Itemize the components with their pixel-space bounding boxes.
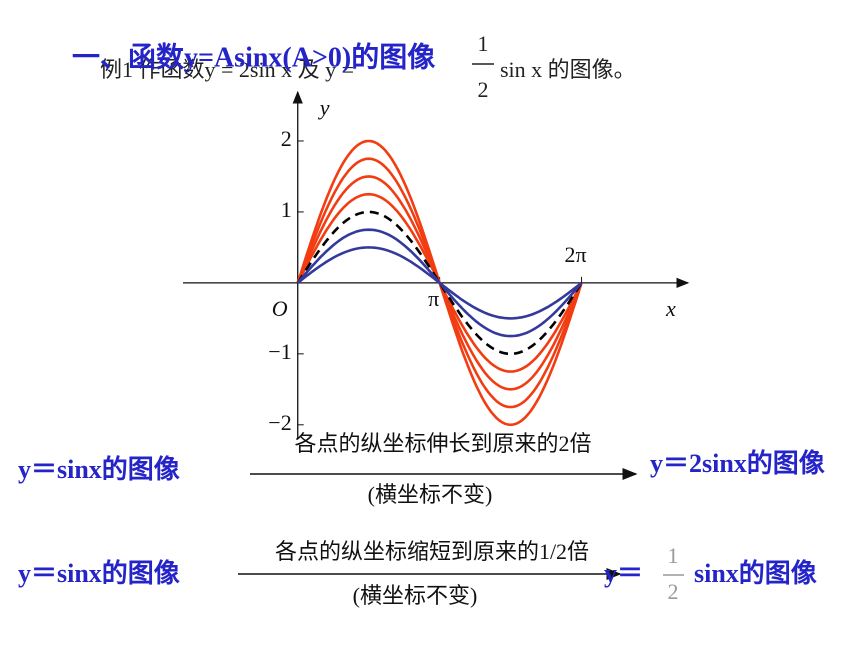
from-label: y＝sinx的图像: [18, 558, 181, 588]
sine-curve: [296, 246, 583, 320]
y-tick-label: 1: [281, 197, 292, 222]
arrow-below: (横坐标不变): [368, 482, 493, 507]
arrow-above: 各点的纵坐标缩短到原来的1/2倍: [275, 539, 589, 564]
example-denominator: 2: [478, 77, 489, 102]
arrow-above: 各点的纵坐标伸长到原来的2倍: [294, 431, 591, 456]
to-denominator: 2: [668, 579, 679, 604]
to-label: y＝2sinx的图像: [650, 448, 826, 478]
example-numerator: 1: [478, 31, 489, 56]
from-label: y＝sinx的图像: [18, 454, 181, 484]
y-axis-label: y: [318, 95, 330, 120]
to-suffix: sinx的图像: [694, 558, 818, 588]
x-tick-label: π: [428, 286, 439, 311]
y-tick-label: −1: [268, 339, 291, 364]
example-prefix: 例1 作函数y = 2sin x 及 y =: [100, 57, 354, 82]
to-prefix: y＝: [604, 559, 643, 588]
title: 一、函数y=Asinx(A>0)的图像: [72, 40, 436, 73]
example-suffix: sin x 的图像。: [500, 57, 636, 82]
y-tick-label: −2: [268, 410, 291, 435]
origin-label: O: [272, 296, 288, 321]
to-numerator: 1: [668, 543, 679, 568]
x-axis-label: x: [665, 296, 676, 321]
y-tick-label: 2: [281, 126, 292, 151]
arrow-below: (横坐标不变): [353, 583, 478, 608]
sine-curve: [296, 210, 583, 356]
x-tick-label: 2π: [564, 242, 586, 267]
graph: x y O 2 1 −1 −2 π 2π: [183, 90, 690, 439]
